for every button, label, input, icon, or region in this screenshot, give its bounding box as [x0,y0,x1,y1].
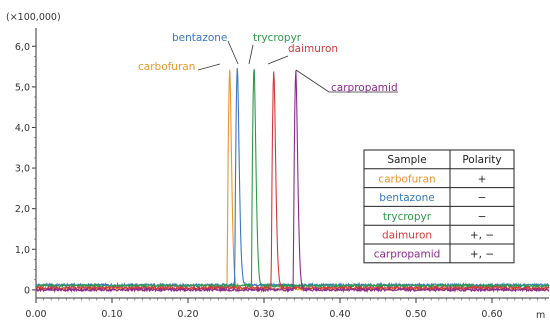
legend-table: Sample Polarity carbofuran + bentazone − trycr… [363,149,515,264]
legend-header-polarity: Polarity [462,154,501,166]
y-tick-label: 4,0 [15,123,30,134]
x-tick-label: 0.50 [405,309,426,320]
x-tick-label: 0.00 [25,309,46,320]
legend-header-sample: Sample [387,154,426,166]
x-tick-label: 0.40 [329,309,350,320]
legend-sample-daimuron: daimuron [382,230,432,242]
legend-sample-carpropamid: carpropamid [374,249,441,261]
legend-polarity-daimuron: +, − [470,230,494,242]
leader-line-carbofuran [197,63,221,71]
peak-label-carbofuran: carbofuran [138,61,195,73]
y-tick-label: 5,0 [15,82,30,93]
y-tick-label: 1,0 [15,245,30,256]
legend-polarity-carbofuran: + [478,173,487,185]
x-tick-label: 0.10 [101,309,122,320]
leader-line-carpropamid [295,69,330,93]
axes: 0 1,0 2,0 3,0 4,0 5,0 6,0 0.00 0.10 0.20 0.30 0.40 0… [15,28,549,320]
legend-sample-carbofuran: carbofuran [378,173,435,185]
trace-trycropyr [35,69,550,290]
y-tick-label: 6,0 [15,42,30,53]
trace-carpropamid [35,70,550,294]
peak-label-bentazone: bentazone [172,32,227,44]
legend-sample-trycropyr: trycropyr [383,211,432,223]
peak-label-carpropamid: carpropamid [331,82,398,94]
y-tick-label: 3,0 [15,164,30,175]
legend-sample-bentazone: bentazone [379,192,434,204]
y-multiplier-label: (×100,000) [6,12,61,23]
x-axis-unit-label: m [536,310,545,321]
legend-polarity-carpropamid: +, − [470,249,494,261]
peak-label-daimuron: daimuron [288,43,338,55]
leader-line-trycropyr [248,44,254,65]
legend-polarity-trycropyr: − [478,211,487,223]
legend-polarity-bentazone: − [478,192,487,204]
y-tick-label: 0 [24,285,30,296]
x-tick-label: 0.60 [481,309,502,320]
leader-line-daimuron [267,55,289,65]
x-tick-label: 0.20 [177,309,198,320]
y-tick-label: 2,0 [15,204,30,215]
x-tick-label: 0.30 [253,309,274,320]
traces [35,67,550,294]
peak-label-trycropyr: trycropyr [253,32,302,44]
leader-line-bentazone [227,40,239,65]
